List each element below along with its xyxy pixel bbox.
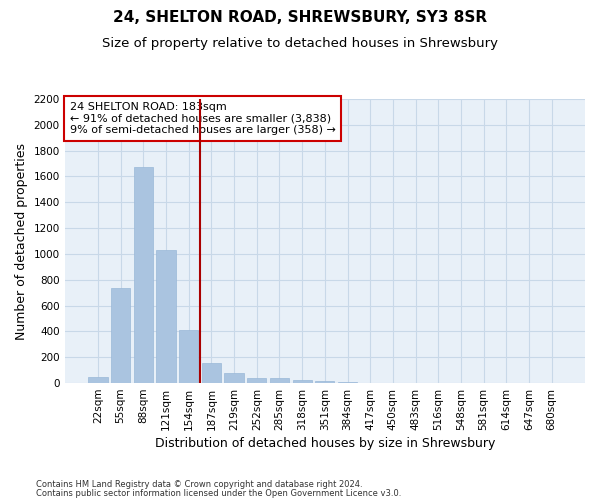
Bar [134,168,153,383]
Bar [315,380,334,383]
Bar [270,378,289,383]
Text: 24, SHELTON ROAD, SHREWSBURY, SY3 8SR: 24, SHELTON ROAD, SHREWSBURY, SY3 8SR [113,10,487,25]
Bar [88,376,107,383]
Bar [111,288,130,383]
Bar [202,363,221,383]
Text: Contains HM Land Registry data © Crown copyright and database right 2024.: Contains HM Land Registry data © Crown c… [36,480,362,489]
Y-axis label: Number of detached properties: Number of detached properties [15,142,28,340]
Bar [224,372,244,383]
Text: Size of property relative to detached houses in Shrewsbury: Size of property relative to detached ho… [102,38,498,51]
X-axis label: Distribution of detached houses by size in Shrewsbury: Distribution of detached houses by size … [155,437,495,450]
Bar [293,380,312,383]
Bar [157,250,176,383]
Bar [247,378,266,383]
Text: 24 SHELTON ROAD: 183sqm
← 91% of detached houses are smaller (3,838)
9% of semi-: 24 SHELTON ROAD: 183sqm ← 91% of detache… [70,102,336,135]
Bar [179,330,199,383]
Bar [338,382,357,383]
Text: Contains public sector information licensed under the Open Government Licence v3: Contains public sector information licen… [36,488,401,498]
